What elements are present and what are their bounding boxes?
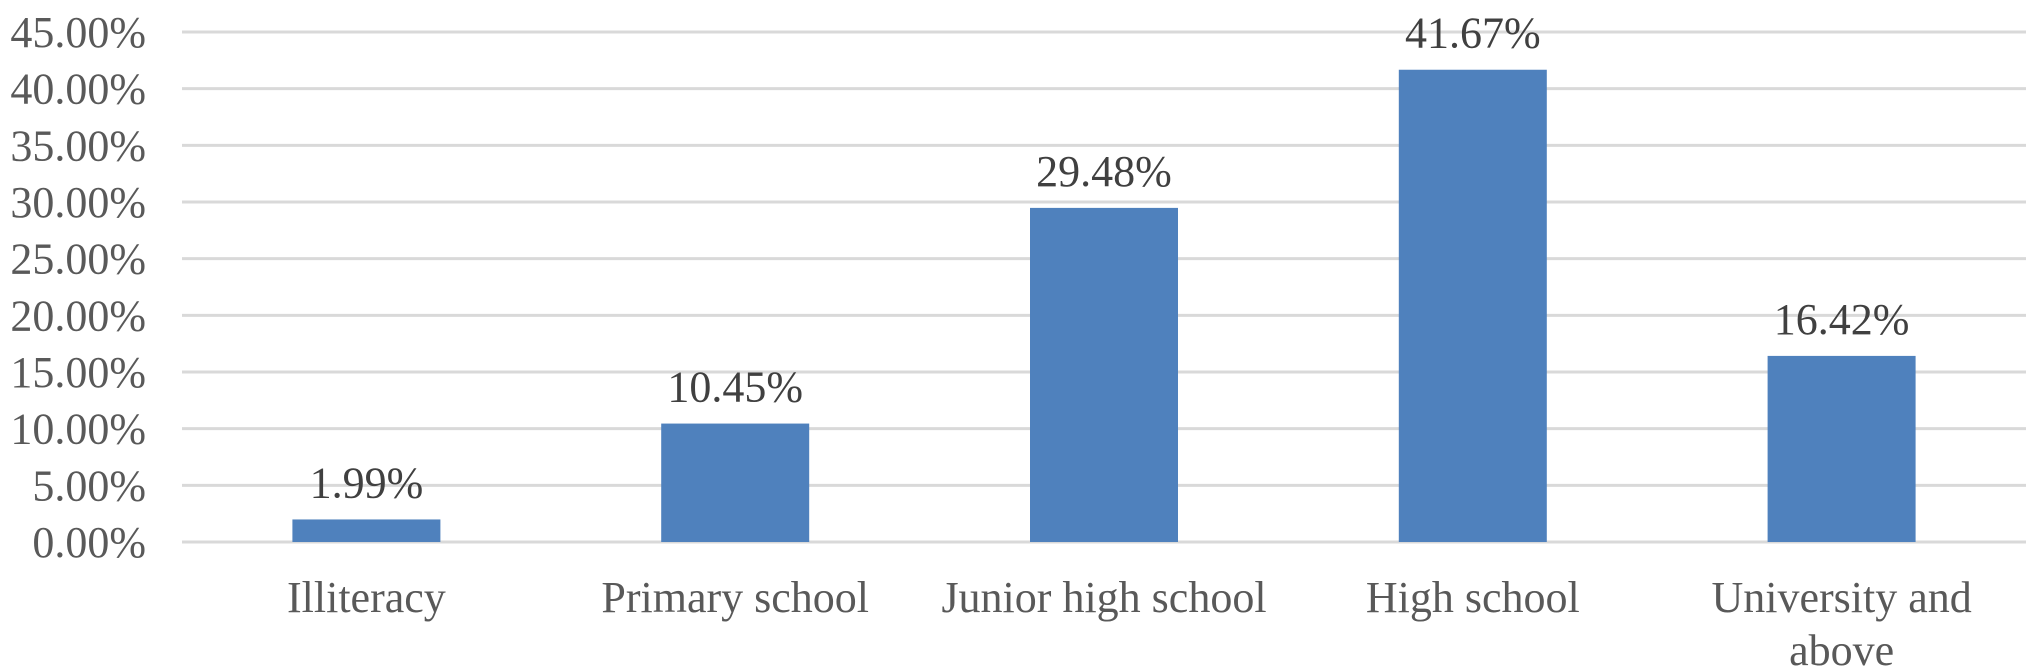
x-category-label: Junior high school	[941, 573, 1266, 622]
x-category-label-line: Junior high school	[941, 573, 1266, 622]
y-tick-label: 20.00%	[10, 291, 146, 340]
y-tick-label: 5.00%	[32, 461, 146, 510]
y-tick-label: 10.00%	[10, 405, 146, 454]
data-label: 10.45%	[667, 363, 803, 412]
data-labels: 1.99% 10.45% 29.48% 41.67% 16.42%	[310, 9, 1910, 508]
y-tick-label: 40.00%	[10, 65, 146, 114]
x-category-label-line: Illiteracy	[287, 573, 446, 622]
bar	[292, 519, 441, 542]
bars	[292, 69, 1916, 543]
y-tick-label: 25.00%	[10, 235, 146, 284]
data-label: 1.99%	[310, 458, 424, 507]
y-tick-label: 30.00%	[10, 178, 146, 227]
bar	[1398, 69, 1547, 543]
bar	[1030, 207, 1178, 543]
x-category-label: Primary school	[601, 573, 869, 622]
data-label: 29.48%	[1036, 147, 1172, 196]
x-category-label: High school	[1366, 573, 1580, 622]
x-category-label: University and above	[1711, 573, 1971, 672]
y-tick-label: 15.00%	[10, 348, 146, 397]
bar	[1767, 355, 1916, 542]
data-label: 41.67%	[1405, 9, 1541, 58]
y-axis-tick-labels: 0.00% 5.00% 10.00% 15.00% 20.00% 25.00% 30.00%…	[10, 8, 146, 567]
x-category-label-line: University and	[1711, 573, 1971, 622]
y-tick-label: 35.00%	[10, 121, 146, 170]
x-category-label-line: High school	[1366, 573, 1580, 622]
y-tick-label: 0.00%	[32, 518, 146, 567]
x-category-label-line: Primary school	[601, 573, 869, 622]
x-axis-category-labels: Illiteracy Primary school Junior high scho…	[287, 573, 1972, 672]
x-category-label: Illiteracy	[287, 573, 446, 622]
bar	[661, 423, 810, 542]
x-category-label-line: above	[1789, 626, 1894, 672]
data-label: 16.42%	[1774, 295, 1910, 344]
y-tick-label: 45.00%	[10, 8, 146, 57]
